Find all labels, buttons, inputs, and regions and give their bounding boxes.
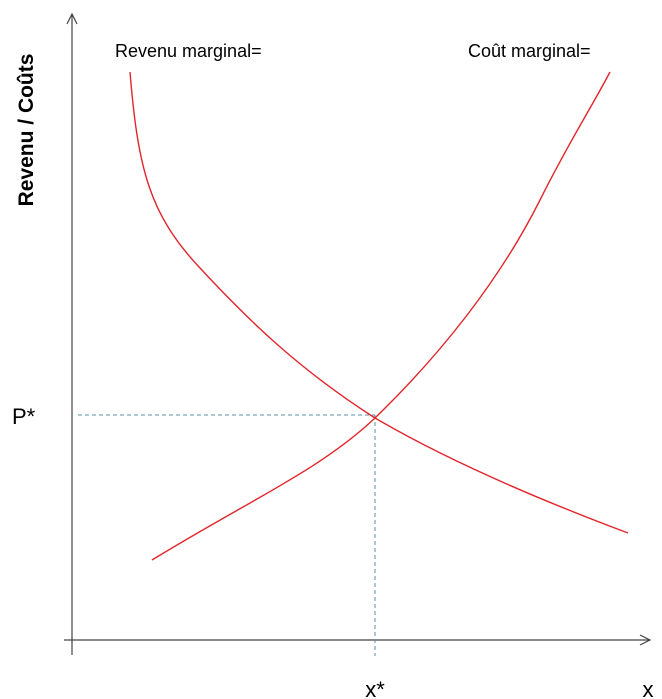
marginal-cost-curve — [151, 71, 611, 561]
x-axis-label: x — [643, 677, 654, 699]
x-axis-arrow — [639, 634, 652, 646]
curve-label: Revenu marginal= — [115, 41, 262, 61]
y-axis-label: Revenu / Coûts — [15, 54, 38, 207]
marginal-revenue-curve — [129, 71, 629, 534]
price-label: P* — [12, 404, 36, 429]
curve-label: Coût marginal= — [468, 41, 591, 61]
quantity-label: x* — [365, 677, 385, 699]
y-axis-arrow — [66, 12, 78, 25]
